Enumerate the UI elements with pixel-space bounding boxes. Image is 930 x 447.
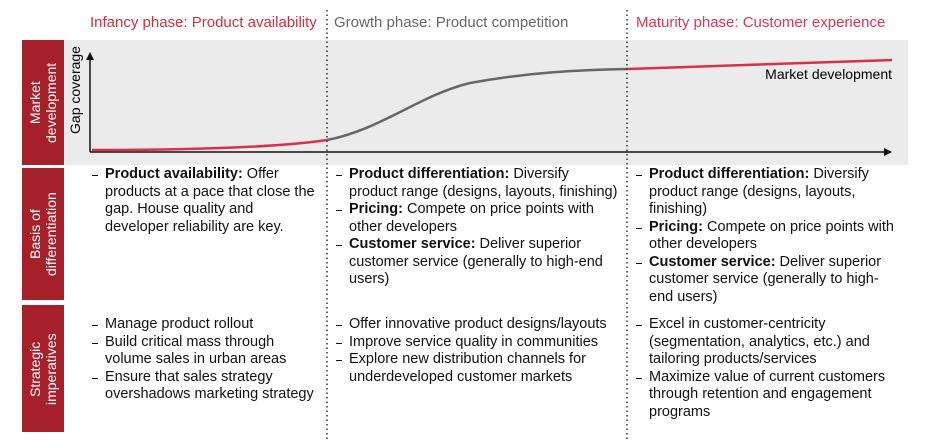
item-heading: Product differentiation: bbox=[349, 166, 510, 182]
item-heading: Customer service: bbox=[649, 253, 776, 270]
bullet-item: Maximize value of current customers thro… bbox=[634, 369, 896, 422]
item-text: Compete on price points with other devel… bbox=[649, 218, 894, 253]
item-heading: Customer service: bbox=[349, 236, 476, 252]
phase-title: Growth phase: Product competition bbox=[334, 14, 569, 31]
bullet-item: Build critical mass through volume sales… bbox=[90, 334, 318, 369]
differentiation-cell: Product differentiation: Diversify produc… bbox=[634, 166, 896, 306]
bullet-item: Ensure that sales strategy overshadows m… bbox=[90, 369, 318, 404]
bullet-item: Customer service: Deliver superior custom… bbox=[334, 236, 619, 289]
bullet-item: Pricing: Compete on price points with oth… bbox=[634, 219, 896, 254]
item-text: Offer products at a pace that close the … bbox=[105, 166, 315, 235]
differentiation-cell: Product differentiation: Diversify produc… bbox=[334, 166, 619, 289]
row-header: Strategic imperatives bbox=[22, 305, 64, 432]
bullet-item: Product differentiation: Diversify produc… bbox=[334, 166, 619, 201]
row-label: Strategic imperatives bbox=[27, 332, 59, 405]
x-axis-arrow bbox=[884, 148, 892, 156]
row-header: Market development bbox=[22, 40, 64, 165]
row-label: Market development bbox=[27, 62, 59, 143]
bullet-item: Product availability: Offer products at a… bbox=[90, 166, 318, 236]
item-text: Compete on price points with other devel… bbox=[349, 201, 594, 235]
bullet-item: Pricing: Compete on price points with oth… bbox=[334, 201, 619, 236]
imperatives-cell: Manage product rollout Build critical mas… bbox=[90, 316, 318, 404]
bullet-item: Improve service quality in communities bbox=[334, 334, 619, 352]
curve-growth bbox=[326, 67, 628, 142]
item-text: Diversify product range (designs, layout… bbox=[649, 166, 869, 217]
bullet-item: Customer service: Deliver superior custom… bbox=[634, 254, 896, 307]
curve-maturity bbox=[626, 58, 893, 71]
row-header: Basis of differentiation bbox=[22, 168, 64, 300]
item-heading: Pricing: bbox=[649, 218, 703, 235]
row-label: Basis of differentiation bbox=[27, 192, 59, 276]
item-text: Deliver superior customer service (gener… bbox=[349, 236, 603, 287]
bullet-item: Explore new distribution channels for un… bbox=[334, 351, 619, 386]
y-axis-arrow bbox=[86, 52, 94, 60]
item-text: Deliver superior customer service (gener… bbox=[649, 253, 882, 305]
phase-title: Maturity phase: Customer experience bbox=[636, 14, 886, 31]
bullet-item: Manage product rollout bbox=[90, 316, 318, 334]
curve-infancy bbox=[91, 138, 328, 152]
differentiation-cell: Product availability: Offer products at a… bbox=[90, 166, 318, 236]
item-heading: Product availability: bbox=[105, 166, 243, 182]
bullet-item: Product differentiation: Diversify produc… bbox=[634, 166, 896, 219]
imperatives-cell: Excel in customer-centricity (segmentati… bbox=[634, 316, 896, 421]
bullet-item: Excel in customer-centricity (segmentati… bbox=[634, 316, 896, 369]
item-heading: Pricing: bbox=[349, 201, 403, 217]
item-text: Diversify product range (designs, layout… bbox=[349, 166, 618, 200]
item-heading: Product differentiation: bbox=[649, 166, 810, 182]
chart-background bbox=[64, 40, 908, 165]
y-axis-label: Gap coverage bbox=[67, 46, 83, 134]
imperatives-cell: Offer innovative product designs/layouts… bbox=[334, 316, 619, 386]
bullet-item: Offer innovative product designs/layouts bbox=[334, 316, 619, 334]
curve-label: Market development bbox=[765, 66, 892, 82]
phase-title: Infancy phase: Product availability bbox=[90, 14, 317, 31]
